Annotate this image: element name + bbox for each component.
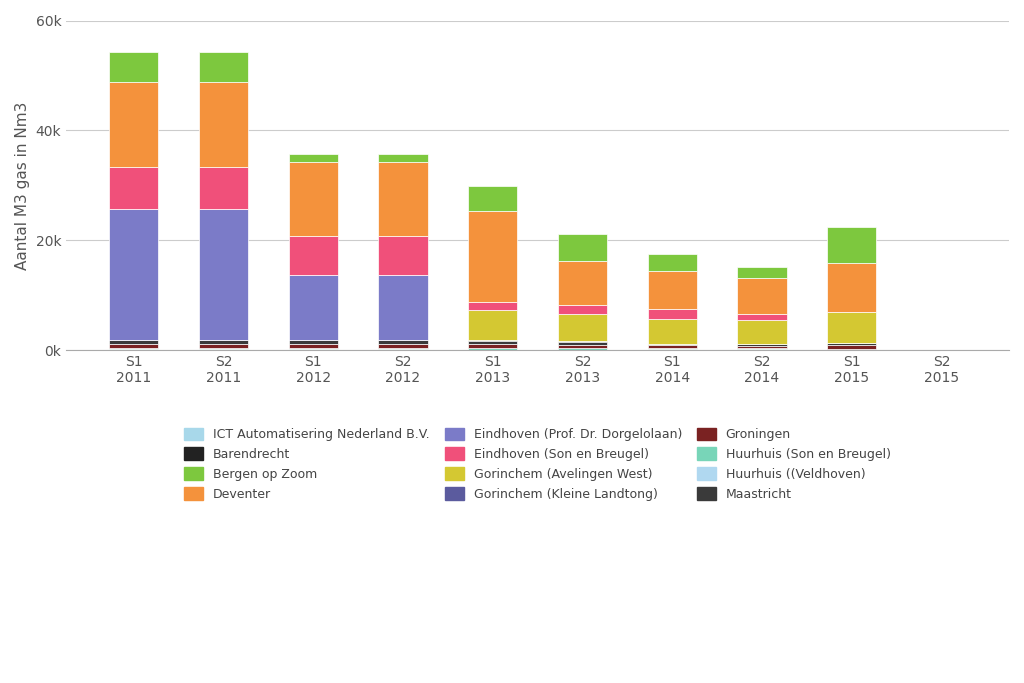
Bar bbox=[827, 346, 877, 349]
Bar bbox=[647, 309, 697, 319]
Bar bbox=[289, 341, 338, 344]
Bar bbox=[378, 348, 428, 349]
Bar bbox=[289, 162, 338, 236]
Bar bbox=[109, 341, 159, 344]
Bar bbox=[468, 302, 517, 310]
Bar bbox=[109, 82, 159, 167]
Bar bbox=[378, 344, 428, 348]
Bar bbox=[558, 341, 607, 342]
Bar bbox=[737, 344, 786, 346]
Bar bbox=[737, 349, 786, 350]
Bar bbox=[558, 345, 607, 348]
Bar bbox=[647, 346, 697, 348]
Bar bbox=[737, 348, 786, 349]
Bar bbox=[558, 313, 607, 341]
Bar bbox=[289, 154, 338, 162]
Bar bbox=[378, 275, 428, 341]
Bar bbox=[737, 314, 786, 320]
Bar bbox=[378, 236, 428, 275]
Bar bbox=[827, 263, 877, 312]
Bar bbox=[558, 348, 607, 350]
Bar bbox=[647, 344, 697, 346]
Bar bbox=[289, 344, 338, 348]
Bar bbox=[109, 208, 159, 341]
Bar bbox=[647, 270, 697, 309]
Bar bbox=[647, 254, 697, 270]
Bar bbox=[647, 348, 697, 349]
Bar bbox=[378, 349, 428, 350]
Bar bbox=[199, 208, 248, 341]
Bar bbox=[647, 319, 697, 344]
Bar bbox=[109, 52, 159, 82]
Bar bbox=[558, 234, 607, 262]
Bar bbox=[199, 82, 248, 167]
Bar bbox=[289, 275, 338, 341]
Bar bbox=[737, 320, 786, 344]
Bar bbox=[199, 167, 248, 208]
Bar bbox=[558, 342, 607, 345]
Bar bbox=[827, 349, 877, 350]
Legend: ICT Automatisering Nederland B.V., Barendrecht, Bergen op Zoom, Deventer, Eindho: ICT Automatisering Nederland B.V., Baren… bbox=[179, 423, 896, 506]
Bar bbox=[827, 227, 877, 263]
Bar bbox=[468, 340, 517, 342]
Bar bbox=[468, 211, 517, 302]
Bar bbox=[289, 349, 338, 350]
Bar bbox=[468, 310, 517, 340]
Bar bbox=[378, 341, 428, 344]
Bar bbox=[109, 344, 159, 348]
Bar bbox=[827, 312, 877, 343]
Bar bbox=[378, 162, 428, 236]
Bar bbox=[827, 343, 877, 346]
Bar bbox=[199, 344, 248, 348]
Bar bbox=[378, 154, 428, 162]
Bar bbox=[737, 346, 786, 348]
Bar bbox=[289, 348, 338, 349]
Bar bbox=[737, 279, 786, 314]
Bar bbox=[199, 52, 248, 82]
Y-axis label: Aantal M3 gas in Nm3: Aantal M3 gas in Nm3 bbox=[15, 101, 30, 270]
Bar bbox=[199, 341, 248, 344]
Bar bbox=[468, 186, 517, 211]
Bar bbox=[468, 342, 517, 344]
Bar bbox=[199, 348, 248, 349]
Bar bbox=[468, 348, 517, 350]
Bar bbox=[558, 305, 607, 313]
Bar bbox=[468, 344, 517, 348]
Bar bbox=[109, 348, 159, 349]
Bar bbox=[558, 262, 607, 305]
Bar bbox=[199, 349, 248, 350]
Bar bbox=[289, 236, 338, 275]
Bar bbox=[109, 167, 159, 208]
Bar bbox=[737, 267, 786, 279]
Bar bbox=[647, 349, 697, 350]
Bar bbox=[109, 349, 159, 350]
